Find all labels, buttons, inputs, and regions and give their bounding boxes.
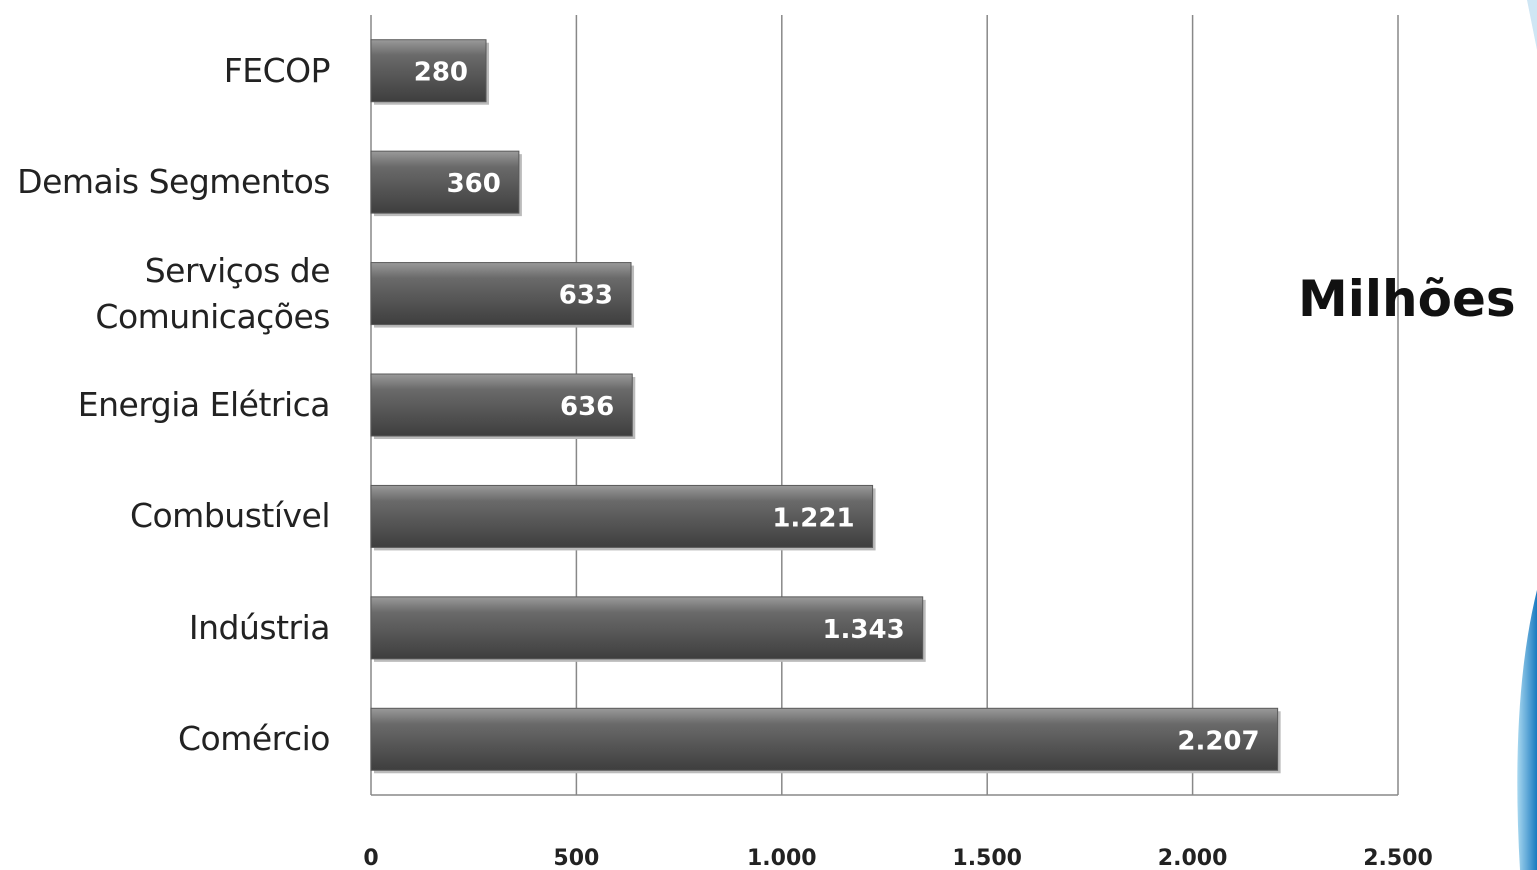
decoration [1527, 0, 1537, 50]
decoration [1517, 590, 1537, 870]
y-tick-label: Combustível [129, 496, 331, 536]
y-tick-label: Serviços de Comunicações [95, 250, 330, 336]
data-label: 633 [559, 281, 613, 311]
data-label: 636 [560, 392, 614, 422]
y-tick-label: FECOP [223, 50, 331, 90]
bar [370, 373, 633, 437]
x-tick-label: 1.000 [747, 846, 817, 870]
data-label: 1.221 [772, 503, 854, 533]
data-label: 1.343 [822, 615, 904, 645]
data-label: 2.207 [1177, 726, 1259, 756]
bar [370, 262, 632, 326]
data-label: 280 [414, 58, 468, 88]
y-tick-label: Comércio [177, 719, 331, 759]
data-label: 360 [447, 169, 501, 199]
y-tick-label: Demais Segmentos [17, 162, 330, 202]
bar [370, 596, 924, 660]
x-tick-label: 1.500 [952, 846, 1022, 870]
axis-title: Milhões [1298, 270, 1516, 328]
x-tick-label: 2.000 [1158, 846, 1228, 870]
x-tick-label: 0 [363, 846, 378, 870]
x-tick-label: 500 [553, 846, 599, 870]
y-tick-label: Indústria [188, 607, 331, 647]
bar [370, 484, 874, 548]
y-tick-label: Energia Elétrica [77, 385, 331, 424]
bar [370, 150, 520, 214]
bar [370, 707, 1279, 771]
x-tick-label: 2.500 [1363, 846, 1433, 870]
bar [370, 39, 487, 103]
